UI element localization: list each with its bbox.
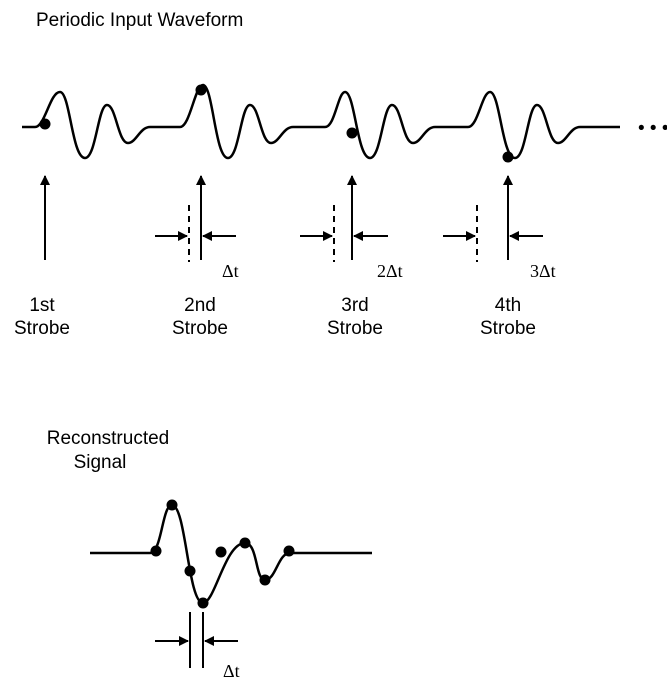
reconstructed-delay-marker	[155, 612, 238, 668]
delay-label: Δt	[223, 661, 240, 681]
strobe-arrows	[40, 175, 543, 262]
delay-label: 2Δt	[377, 261, 403, 281]
reconstructed-waveform	[90, 503, 372, 605]
title: Periodic Input Waveform	[36, 10, 243, 31]
strobe-label: 4th	[495, 295, 521, 316]
strobe-label: 2nd	[184, 295, 216, 316]
reconstructed-label: Reconstructed	[47, 428, 170, 449]
reconstructed-label: Signal	[74, 452, 127, 473]
input-waveform	[22, 83, 620, 160]
strobe-label: 3rd	[341, 295, 368, 316]
continuation: • • •	[638, 118, 667, 139]
strobe-label: Strobe	[172, 318, 228, 339]
strobe-label: Strobe	[14, 318, 70, 339]
reconstructed-dots	[150, 499, 295, 609]
delay-label: 3Δt	[530, 261, 556, 281]
delay-label: Δt	[222, 261, 239, 281]
sample-dots	[39, 84, 514, 163]
strobe-label: Strobe	[480, 318, 536, 339]
strobe-label: 1st	[29, 295, 55, 316]
strobe-label: Strobe	[327, 318, 383, 339]
